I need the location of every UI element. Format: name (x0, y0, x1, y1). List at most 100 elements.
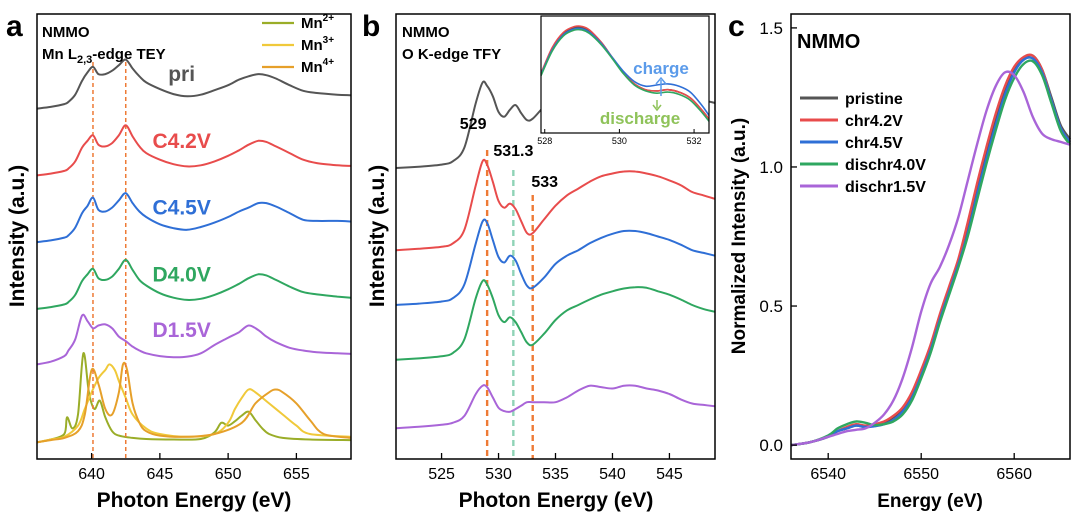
panel-a-x-ticks: 640 645 650 655 (78, 453, 310, 483)
panel-b-peak-labels: 529 531.3 533 (460, 116, 558, 191)
series-c4-5v-line (36, 192, 352, 244)
label-d4-0v: D4.0V (152, 263, 210, 286)
panel-a-letter: a (6, 10, 23, 43)
inset-tick-label: 530 (612, 136, 627, 146)
legend-dischr1-5v-label: dischr1.5V (845, 179, 926, 196)
legend-mn3-label: Mn3+ (301, 35, 334, 54)
panel-b-ylabel: Intensity (a.u.) (366, 165, 389, 307)
inset-chr4-5v-line (540, 27, 710, 116)
series-chr4-2v-line (395, 158, 716, 252)
series-chr4-5v-line (395, 218, 716, 306)
panel-a-vlines (92, 62, 127, 459)
panel-a-title-pre: Mn L (42, 46, 77, 63)
panel-a-title-line1: NMMO (42, 24, 90, 41)
peak-label-529: 529 (460, 116, 487, 133)
ref-mn2-line (36, 352, 352, 444)
panel-c-y-tick-label: 0.5 (759, 297, 783, 316)
panel-c-title: NMMO (797, 31, 860, 53)
panel-a: a 640 645 650 655 Photon Energy (eV) Intens… (6, 10, 352, 512)
panel-a-x-tick-label: 655 (283, 466, 310, 483)
series-dischr1-5v-line (790, 70, 1071, 447)
series-chr4-5v-line (790, 56, 1072, 447)
label-c4-2v: C4.2V (152, 130, 210, 153)
panel-c-ylabel: Normalized Intensity (a.u.) (729, 118, 750, 354)
legend-pristine-label: pristine (845, 91, 903, 108)
inset-discharge-label: discharge (600, 109, 680, 128)
panel-a-series-labels: pri C4.2V C4.5V D4.0V D1.5V (152, 63, 210, 342)
inset-tick-label: 528 (537, 136, 552, 146)
panel-c-x-tick-label: 6540 (810, 466, 846, 483)
panel-a-x-tick-label: 650 (215, 466, 242, 483)
label-c4-5v: C4.5V (152, 197, 210, 220)
label-pri: pri (168, 63, 195, 86)
panel-a-series (36, 58, 352, 366)
panel-c-legend: pristine chr4.2V chr4.5V dischr4.0V dischr1.… (800, 91, 926, 196)
panel-a-title-line2: Mn L2,3-edge TEY (42, 46, 166, 66)
panel-a-legend: Mn2+Mn3+Mn4+ (262, 13, 334, 76)
panel-b-x-tick-label: 540 (599, 466, 626, 483)
inset-dischr4-0v-line (540, 28, 710, 122)
series-d4-0v-line (36, 258, 352, 310)
legend-chr4-5v-label: chr4.5V (845, 135, 903, 152)
panel-b-inset-series (540, 25, 710, 122)
panel-b-x-ticks: 525 530 535 540 545 (428, 453, 683, 483)
panel-b-title-line2: O K-edge TFY (402, 46, 501, 63)
legend-dischr4-0v-label: dischr4.0V (845, 157, 926, 174)
panel-b: b 525 530 535 540 545 Photon Energy (eV) Int… (362, 10, 716, 512)
legend-label-sup: 4+ (323, 57, 335, 68)
panel-c: c 6540 6550 6560 0.00.51.01.5 Energy (eV) … (728, 10, 1072, 512)
panel-c-letter: c (728, 10, 745, 43)
series-pri-line (36, 58, 352, 110)
legend-label-sup: 2+ (323, 13, 335, 24)
label-d1-5v: D1.5V (152, 319, 210, 342)
panel-b-letter: b (362, 10, 380, 43)
series-dischr4-0v-line (790, 59, 1072, 447)
panel-c-xlabel: Energy (eV) (877, 491, 983, 512)
panel-c-series (790, 53, 1072, 447)
panel-b-inset-ticks: 528 530 532 (537, 129, 702, 146)
panel-b-xlabel: Photon Energy (eV) (459, 489, 654, 512)
ref-mn4-line (36, 361, 352, 444)
panel-a-title-post: -edge TEY (92, 46, 165, 63)
ref-mn3-line (36, 363, 352, 444)
legend-mn2-label: Mn2+ (301, 13, 334, 32)
series-dischr1-5v-line (395, 384, 716, 430)
legend-label-text: Mn (301, 15, 323, 32)
panel-b-x-tick-label: 545 (656, 466, 683, 483)
series-dischr4-0v-line (395, 279, 716, 361)
inset-tick-label: 532 (687, 136, 702, 146)
peak-label-531-3: 531.3 (493, 143, 533, 160)
panel-c-y-ticks: 0.0 0.5 1.0 1.5 (759, 19, 797, 455)
panel-a-x-tick-label: 645 (147, 466, 174, 483)
panel-b-title-line1: NMMO (402, 24, 450, 41)
inset-charge-arrow (655, 76, 667, 96)
panel-a-xlabel: Photon Energy (eV) (97, 489, 292, 512)
panel-b-inset: 528 530 532 charge discharge (537, 15, 710, 146)
panel-c-x-tick-label: 6560 (996, 466, 1032, 483)
panel-c-y-tick-label: 1.0 (759, 158, 783, 177)
panel-c-frame (790, 13, 1071, 460)
legend-mn4-label: Mn4+ (301, 57, 334, 76)
panel-c-y-tick-label: 0.0 (759, 436, 783, 455)
panel-c-x-tick-label: 6550 (903, 466, 939, 483)
series-c4-2v-line (36, 124, 352, 177)
panel-b-x-tick-label: 535 (542, 466, 569, 483)
panel-a-frame (36, 13, 352, 460)
inset-discharge-arrow (652, 100, 662, 112)
panel-c-y-tick-label: 1.5 (759, 19, 783, 38)
panel-b-inset-frame (540, 15, 710, 134)
panel-b-x-tick-label: 525 (428, 466, 455, 483)
panel-a-title-sub: 2,3 (77, 54, 92, 66)
legend-label-text: Mn (301, 37, 323, 54)
panel-c-x-ticks: 6540 6550 6560 (810, 453, 1032, 483)
legend-chr4-2v-label: chr4.2V (845, 113, 903, 130)
inset-charge-label: charge (633, 59, 689, 78)
series-chr4-2v-line (790, 53, 1072, 447)
peak-label-533: 533 (531, 174, 558, 191)
legend-label-text: Mn (301, 59, 323, 76)
series-d1-5v-line (36, 313, 352, 366)
series-pristine-line (790, 53, 1072, 447)
panel-a-x-tick-label: 640 (78, 466, 105, 483)
panel-b-x-tick-label: 530 (485, 466, 512, 483)
